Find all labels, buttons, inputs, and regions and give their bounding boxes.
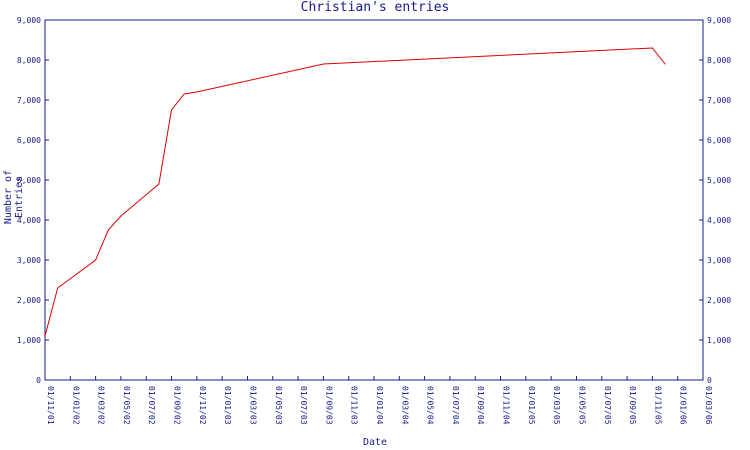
y-tick-label-right: 7,000 — [707, 96, 731, 105]
y-tick-label-right: 1,000 — [707, 336, 731, 345]
x-tick-label: 01/07/04 — [451, 386, 460, 425]
y-tick-label-right: 8,000 — [707, 56, 731, 65]
x-tick-label: 01/03/04 — [400, 386, 409, 425]
plot-frame — [44, 19, 704, 381]
x-tick-label: 01/07/05 — [603, 386, 612, 425]
chart-title: Christian's entries — [300, 0, 450, 15]
y-tick-label-right: 3,000 — [707, 256, 731, 265]
x-tick-label: 01/07/02 — [147, 386, 156, 425]
y-tick-label-left: 2,000 — [17, 296, 41, 305]
x-tick-label: 01/11/05 — [653, 386, 662, 425]
data-point — [57, 287, 59, 289]
x-tick-label: 01/07/03 — [299, 386, 308, 425]
y-tick-label-left: 7,000 — [17, 96, 41, 105]
data-point — [95, 259, 97, 261]
x-tick-label: 01/01/05 — [527, 386, 536, 425]
data-point — [322, 63, 324, 65]
data-point — [651, 47, 653, 49]
y-tick-label-left: 8,000 — [17, 56, 41, 65]
x-tick-label: 01/11/03 — [350, 386, 359, 425]
series-line — [44, 47, 666, 337]
data-point — [664, 63, 666, 65]
x-tick-label: 01/11/02 — [198, 386, 207, 425]
x-tick-label: 01/05/05 — [577, 386, 586, 425]
x-tick-label: 01/03/05 — [552, 386, 561, 425]
x-axis-label: Date — [362, 437, 388, 448]
y-tick-label-left: 0 — [36, 376, 41, 385]
x-tick-label: 01/05/04 — [426, 386, 435, 425]
x-tick-label: 01/03/02 — [97, 386, 106, 425]
y-tick-label-right: 0 — [707, 376, 712, 385]
data-point — [107, 229, 109, 231]
x-tick-label: 01/01/06 — [679, 386, 688, 425]
x-tick-label: 01/11/04 — [502, 386, 511, 425]
data-point — [158, 183, 160, 185]
y-tick-label-right: 5,000 — [707, 176, 731, 185]
data-point — [183, 93, 185, 95]
y-tick-label-left: 3,000 — [17, 256, 41, 265]
y-tick-label-right: 6,000 — [707, 136, 731, 145]
x-tick-label: 01/03/06 — [704, 386, 713, 425]
y-tick-label-left: 6,000 — [17, 136, 41, 145]
y-tick-label-left: 9,000 — [17, 16, 41, 25]
x-tick-label: 01/05/03 — [274, 386, 283, 425]
x-tick-label: 01/09/03 — [324, 386, 333, 425]
data-point — [196, 91, 198, 93]
x-tick-label: 01/09/05 — [628, 386, 637, 425]
y-tick-label-left: 4,000 — [17, 216, 41, 225]
y-tick-label-right: 2,000 — [707, 296, 731, 305]
y-tick-label-left: 5,000 — [17, 176, 41, 185]
data-point — [120, 215, 122, 217]
y-tick-label-left: 1,000 — [17, 336, 41, 345]
y-tick-label-right: 4,000 — [707, 216, 731, 225]
data-point — [44, 335, 46, 337]
x-tick-label: 01/09/02 — [173, 386, 182, 425]
x-tick-label: 01/11/01 — [46, 386, 55, 425]
y-tick-label-right: 9,000 — [707, 16, 731, 25]
x-tick-label: 01/01/02 — [71, 386, 80, 425]
x-tick-label: 01/01/03 — [223, 386, 232, 425]
x-tick-label: 01/01/04 — [375, 386, 384, 425]
data-point — [171, 109, 173, 111]
x-tick-label: 01/03/03 — [248, 386, 257, 425]
x-tick-label: 01/09/04 — [476, 386, 485, 425]
x-tick-label: 01/05/02 — [122, 386, 131, 425]
